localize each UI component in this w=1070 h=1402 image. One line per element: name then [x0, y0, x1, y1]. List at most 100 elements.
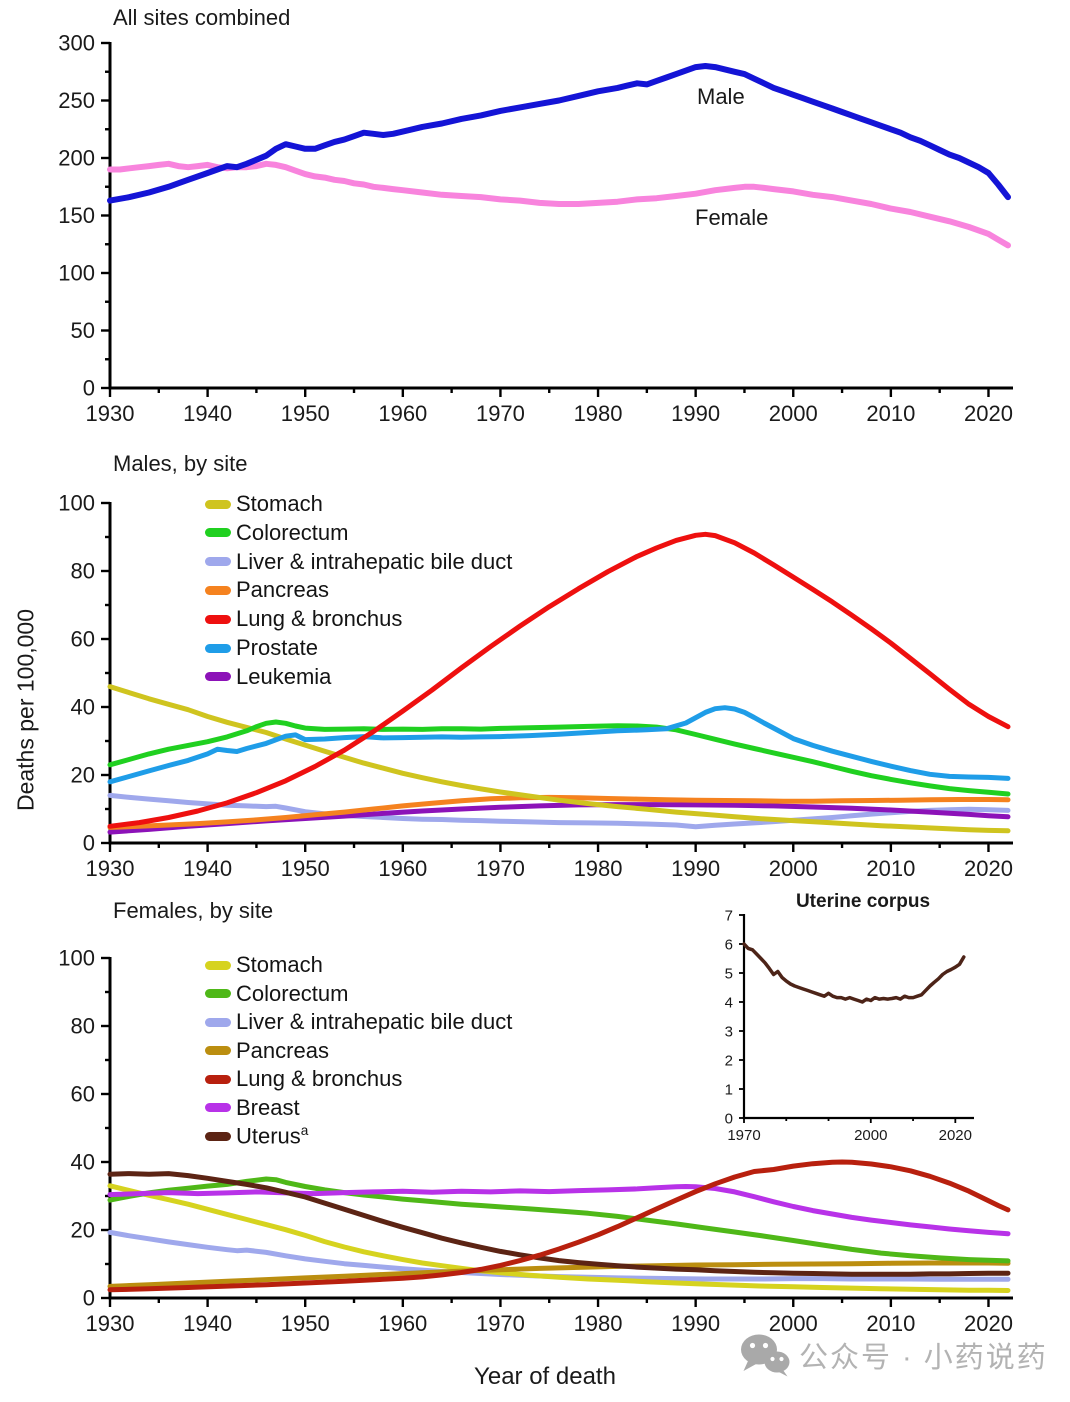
x-tick-label: 1950 [281, 1311, 330, 1336]
legend-swatch-uterus [205, 1131, 231, 1141]
legend-item-liver-intrahepatic-bile-duct: Liver & intrahepatic bile duct [205, 1010, 512, 1034]
panel-title-all-sites: All sites combined [113, 5, 291, 30]
series-line-pancreas [107, 794, 1011, 830]
y-tick-label: 200 [58, 146, 95, 171]
legend-item-pancreas: Pancreas [205, 1039, 329, 1063]
x-tick-label: 1960 [378, 401, 427, 426]
legend-item-prostate: Prostate [205, 636, 318, 660]
y-tick-label: 150 [58, 203, 95, 228]
series-line-prostate [107, 705, 1011, 785]
x-tick-label: 2020 [964, 856, 1013, 881]
legend-item-stomach: Stomach [205, 953, 323, 977]
series-line-stomach [107, 684, 1011, 834]
x-tick-label: 2000 [769, 1311, 818, 1336]
x-tick-label: 1970 [727, 1127, 760, 1144]
annotation-male: Male [697, 84, 745, 109]
x-tick-label: 2020 [964, 401, 1013, 426]
legend-swatch-lung-bronchus [205, 614, 231, 624]
series-line-male [107, 63, 1011, 204]
y-tick-label: 100 [58, 491, 95, 516]
x-tick-label: 2000 [769, 856, 818, 881]
series-line-colorectum [107, 719, 1011, 797]
y-tick-label: 0 [83, 831, 95, 856]
y-tick-label: 80 [71, 1014, 95, 1039]
legend-item-liver-intrahepatic-bile-duct: Liver & intrahepatic bile duct [205, 550, 512, 574]
y-tick-label: 20 [71, 1218, 95, 1243]
x-tick-label: 2010 [866, 856, 915, 881]
legend-label-colorectum: Colorectum [236, 980, 349, 1006]
watermark: 公众号 · 小药说药 [740, 1331, 1048, 1379]
legend-swatch-stomach [205, 499, 231, 509]
y-tick-label: 7 [725, 907, 733, 924]
y-tick-label: 60 [71, 1082, 95, 1107]
series-line-uterus [107, 1171, 1011, 1277]
series-line-female [107, 160, 1011, 249]
y-tick-label: 0 [83, 1286, 95, 1311]
x-tick-label: 1990 [671, 1311, 720, 1336]
legend-label-stomach: Stomach [236, 952, 323, 977]
x-tick-label: 1940 [183, 856, 232, 881]
panel-title-males: Males, by site [113, 451, 248, 476]
legend-swatch-colorectum [205, 528, 231, 538]
y-tick-label: 0 [83, 376, 95, 401]
legend-label-colorectum: Colorectum [236, 519, 349, 545]
series-line-uterine-corpus [742, 942, 966, 1004]
y-tick-label: 250 [58, 88, 95, 113]
x-tick-label: 1970 [476, 1311, 525, 1336]
legend-item-lung-bronchus: Lung & bronchus [205, 1067, 402, 1091]
legend-label-uterus: Uterusa [236, 1123, 309, 1149]
legend-swatch-lung-bronchus [205, 1074, 231, 1084]
legend-label-lung-bronchus: Lung & bronchus [236, 606, 403, 632]
legend-swatch-colorectum [205, 989, 231, 998]
y-tick-label: 3 [725, 1023, 733, 1040]
x-tick-label: 1970 [476, 856, 525, 881]
y-tick-label: 40 [71, 1150, 95, 1175]
x-tick-label: 1930 [86, 1311, 135, 1336]
legend-label-liver-intrahepatic-bile-duct: Liver & intrahepatic bile duct [236, 1009, 513, 1034]
chart-all-sites: 0 50 100 150 200 250 300 1930 1940 1950 1960 1970 19… [58, 31, 1013, 426]
y-axis-label: Deaths per 100,000 [12, 608, 39, 812]
legend-label-liver-intrahepatic-bile-duct: Liver & intrahepatic bile duct [236, 548, 513, 574]
y-tick-label: 80 [71, 559, 95, 584]
y-tick-label: 20 [71, 763, 95, 788]
y-tick-label: 100 [58, 261, 95, 286]
legend-label-breast: Breast [236, 1094, 300, 1120]
series-line-pancreas [107, 1260, 1011, 1289]
x-tick-label: 1930 [86, 856, 135, 881]
chart-males-by-site: 0 20 40 60 80 100 1930 1940 1950 1960 1970 1980 1990… [58, 491, 1013, 881]
legend-label-pancreas: Pancreas [236, 1037, 329, 1063]
series-line-lung-bronchus [107, 1159, 1011, 1293]
x-tick-label: 1960 [378, 1311, 427, 1336]
legend-item-uterus: Uterusa [205, 1124, 308, 1148]
legend-item-lung-bronchus: Lung & bronchus [205, 607, 402, 631]
x-tick-label: 1940 [183, 401, 232, 426]
legend-label-stomach: Stomach [236, 491, 323, 516]
y-tick-label: 4 [725, 994, 733, 1011]
panel-title-females: Females, by site [113, 898, 274, 923]
y-tick-label: 100 [58, 946, 95, 971]
x-tick-label: 1930 [86, 401, 135, 426]
legend-item-pancreas: Pancreas [205, 578, 329, 602]
legend-swatch-liver-intrahepatic-bile-duct [205, 557, 231, 567]
y-tick-label: 50 [71, 318, 95, 343]
y-tick-label: 6 [725, 936, 733, 953]
legend-item-colorectum: Colorectum [205, 982, 348, 1006]
series-line-liver-intrahepatic-bile-duct [107, 792, 1011, 830]
x-tick-label: 2020 [939, 1127, 972, 1144]
x-tick-label: 2000 [769, 401, 818, 426]
x-tick-label: 1950 [281, 401, 330, 426]
y-tick-label: 1 [725, 1081, 733, 1098]
legend-swatch-prostate [205, 643, 231, 653]
y-tick-label: 5 [725, 965, 733, 982]
legend-swatch-liver-intrahepatic-bile-duct [205, 1017, 231, 1027]
y-tick-label: 60 [71, 627, 95, 652]
x-tick-label: 1980 [574, 856, 623, 881]
legend-label-lung-bronchus: Lung & bronchus [236, 1066, 403, 1091]
x-tick-label: 2020 [964, 1311, 1013, 1336]
x-tick-label: 2000 [854, 1127, 887, 1144]
legend-label-leukemia: Leukemia [236, 663, 332, 689]
x-tick-label: 1970 [476, 401, 525, 426]
x-tick-label: 1980 [574, 1311, 623, 1336]
